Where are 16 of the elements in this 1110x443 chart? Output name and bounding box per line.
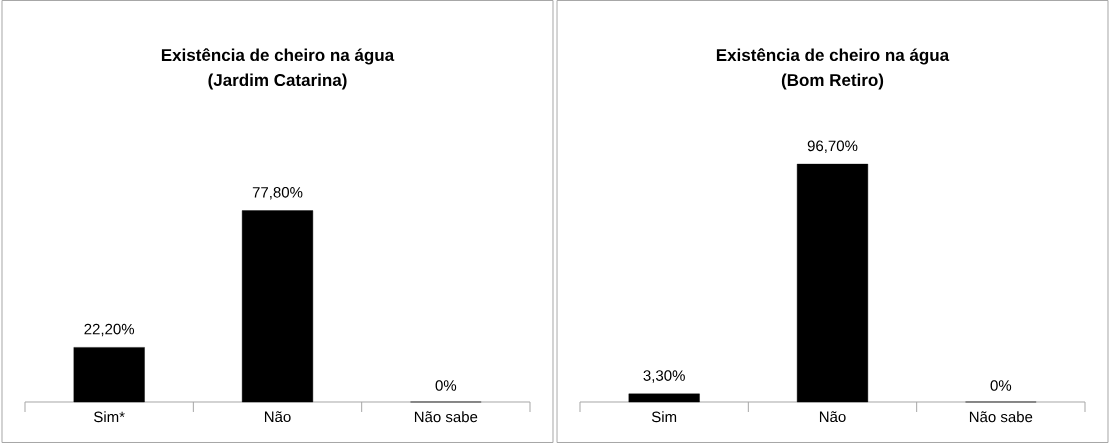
data-label: 22,20% [84,323,135,337]
data-label: 3,30% [643,370,685,383]
x-tick-label: Não sabe [414,411,478,423]
x-tick-label: Não [819,411,846,423]
chart-subtitle: (Jardim Catarina) [208,73,347,90]
x-tick-label: Não [264,411,291,423]
data-label: 96,70% [807,140,858,153]
data-label: 77,80% [252,187,303,200]
chart-subtitle: (Bom Retiro) [781,73,884,90]
x-tick-label: Sim* [94,411,125,423]
chart-title: Existência de cheiro na água [161,48,395,65]
chart-title: Existência de cheiro na água [716,48,950,65]
x-tick-label: Não sabe [969,411,1033,423]
x-tick-label: Sim [651,411,677,423]
data-label: 0% [435,380,457,391]
data-label: 0% [990,380,1012,391]
